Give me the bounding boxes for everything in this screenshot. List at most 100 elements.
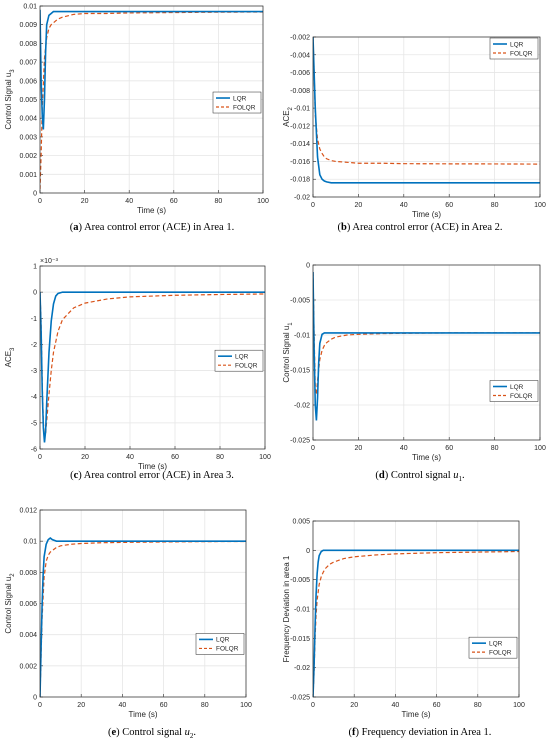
y-tick-label: -5 — [31, 420, 37, 427]
y-tick-label: 0.008 — [19, 570, 37, 577]
series-line-folqr — [40, 11, 263, 190]
legend-label-folqr: FOLQR — [510, 393, 533, 400]
x-tick-label: 60 — [171, 454, 179, 461]
y-tick-label: -0.02 — [294, 665, 310, 672]
y-tick-label: 0.006 — [19, 601, 37, 608]
legend: LQR FOLQR — [212, 91, 262, 114]
y-tick-label: -0.018 — [290, 177, 310, 184]
caption-d: (d) Control signal u1. — [375, 470, 465, 484]
x-tick-label: 80 — [474, 702, 482, 709]
y-axis-label: Control Signal u2 — [4, 573, 16, 634]
series-line-folqr — [40, 540, 246, 697]
x-tick-label: 80 — [491, 202, 499, 209]
x-tick-label: 0 — [311, 445, 315, 452]
x-axis-label: Time (s) — [138, 462, 167, 471]
x-tick-label: 0 — [311, 202, 315, 209]
legend: LQR FOLQR — [489, 37, 539, 60]
x-tick-label: 60 — [445, 445, 453, 452]
series-line-lqr — [40, 9, 263, 130]
x-tick-label: 80 — [216, 454, 224, 461]
x-tick-label: 40 — [400, 202, 408, 209]
y-tick-label: 0.01 — [23, 4, 37, 11]
y-tick-label: 0.004 — [19, 116, 37, 123]
x-tick-label: 80 — [201, 702, 209, 709]
legend-label-folqr: FOLQR — [216, 646, 239, 653]
x-tick-label: 60 — [445, 202, 453, 209]
y-tick-label: 0.005 — [292, 519, 310, 526]
y-tick-label: -0.02 — [294, 195, 310, 202]
y-exponent-label: ×10⁻³ — [40, 258, 59, 265]
x-tick-label: 20 — [355, 202, 363, 209]
x-tick-label: 100 — [534, 445, 546, 452]
y-tick-label: -0.005 — [290, 298, 310, 305]
x-tick-label: 40 — [126, 454, 134, 461]
y-tick-label: 0.007 — [19, 60, 37, 67]
x-tick-label: 100 — [240, 702, 252, 709]
y-tick-label: 0.002 — [19, 153, 37, 160]
x-tick-label: 80 — [215, 198, 223, 205]
y-axis-label: ACE3 — [4, 347, 16, 367]
y-tick-label: 0.006 — [19, 78, 37, 85]
legend: LQR FOLQR — [214, 349, 264, 372]
legend-label-lqr: LQR — [235, 353, 249, 360]
series-line-lqr — [313, 37, 540, 184]
y-tick-label: -0.01 — [294, 106, 310, 113]
y-tick-label: -0.025 — [290, 438, 310, 445]
y-tick-label: 0 — [33, 191, 37, 198]
y-tick-label: 0.004 — [19, 632, 37, 639]
y-tick-label: -0.01 — [294, 607, 310, 614]
y-tick-label: -0.006 — [290, 70, 310, 77]
y-axis-label: Frequency Deviation in area 1 — [282, 555, 291, 662]
caption-b: (b) Area control error (ACE) in Area 2. — [337, 222, 503, 233]
y-tick-label: -0.02 — [294, 403, 310, 410]
x-axis-label: Time (s) — [412, 453, 441, 462]
x-tick-label: 20 — [355, 445, 363, 452]
y-tick-label: -0.004 — [290, 52, 310, 59]
x-tick-label: 20 — [77, 702, 85, 709]
caption-e: (e) Control signal u2. — [107, 727, 197, 741]
y-tick-label: 0 — [33, 290, 37, 297]
y-tick-label: -3 — [31, 368, 37, 375]
x-tick-label: 60 — [433, 702, 441, 709]
legend: LQR FOLQR — [468, 636, 518, 659]
x-tick-label: 0 — [38, 198, 42, 205]
legend-label-folqr: FOLQR — [489, 649, 512, 656]
x-tick-label: 60 — [160, 702, 168, 709]
y-axis-label: Control Signal u3 — [4, 69, 16, 130]
x-tick-label: 100 — [513, 702, 525, 709]
series-line-lqr — [40, 537, 246, 697]
y-tick-label: -1 — [31, 316, 37, 323]
legend: LQR FOLQR — [195, 633, 245, 655]
axes-frame — [39, 265, 266, 450]
y-tick-label: -4 — [31, 394, 37, 401]
series-line-lqr — [313, 549, 519, 697]
y-tick-label: 0.003 — [19, 134, 37, 141]
y-tick-label: 0.005 — [19, 97, 37, 104]
x-tick-label: 0 — [311, 702, 315, 709]
legend-label-lqr: LQR — [216, 637, 230, 644]
y-tick-label: 0.01 — [23, 539, 37, 546]
y-tick-label: -0.012 — [290, 123, 310, 130]
y-axis-label: Control Signal u1 — [282, 322, 294, 383]
x-tick-label: 100 — [534, 202, 546, 209]
y-tick-label: -0.015 — [290, 636, 310, 643]
x-axis-label: Time (s) — [128, 710, 157, 719]
axes-frame — [39, 5, 264, 194]
legend-label-folqr: FOLQR — [233, 104, 256, 111]
x-axis-label: Time (s) — [137, 206, 166, 215]
y-tick-label: 0 — [306, 548, 310, 555]
x-tick-label: 40 — [125, 198, 133, 205]
legend-label-folqr: FOLQR — [510, 50, 533, 57]
caption-a: (a) Area control error (ACE) in Area 1. — [69, 222, 235, 233]
legend-label-lqr: LQR — [489, 640, 503, 647]
legend-label-lqr: LQR — [510, 384, 524, 391]
y-tick-label: -0.002 — [290, 35, 310, 42]
y-tick-label: 0.008 — [19, 41, 37, 48]
legend-label-lqr: LQR — [233, 95, 247, 102]
axes-frame — [312, 36, 541, 198]
